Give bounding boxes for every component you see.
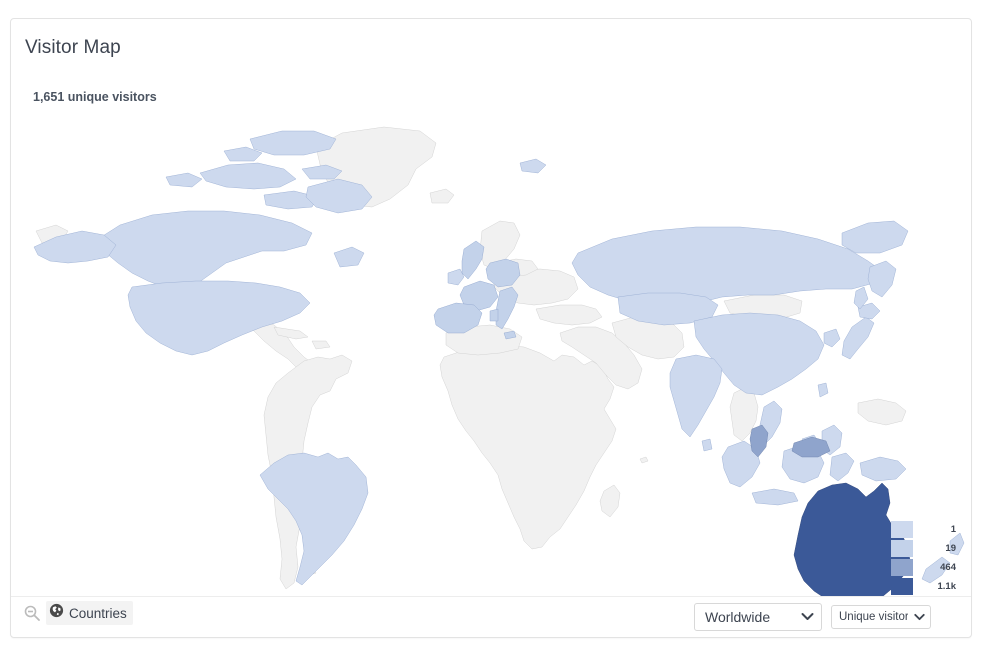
country-india[interactable] bbox=[670, 355, 722, 437]
country-canada-arctic-3[interactable] bbox=[264, 191, 318, 209]
legend-swatch-2 bbox=[891, 540, 913, 557]
world-map[interactable] bbox=[12, 111, 972, 598]
country-alaska[interactable] bbox=[34, 231, 116, 263]
country-sri-lanka[interactable] bbox=[702, 439, 712, 451]
metric-select[interactable]: Unique visitors bbox=[831, 605, 931, 629]
zoom-out-icon[interactable] bbox=[23, 604, 41, 622]
country-russia-east[interactable] bbox=[842, 221, 908, 253]
map-selects: Worldwide Unique visitors bbox=[694, 603, 931, 631]
countries-breadcrumb[interactable]: Countries bbox=[46, 601, 133, 625]
country-germany[interactable] bbox=[486, 259, 520, 287]
island-sakhalin[interactable] bbox=[854, 287, 868, 309]
country-iceland[interactable] bbox=[430, 189, 454, 203]
country-canada-arctic-2[interactable] bbox=[250, 131, 336, 155]
legend-row: 464 bbox=[891, 558, 959, 577]
legend-label-3: 464 bbox=[940, 562, 956, 573]
region-middle-east[interactable] bbox=[560, 327, 642, 389]
map-legend: 1 19 464 1.1k bbox=[891, 520, 959, 596]
country-indonesia-java[interactable] bbox=[752, 489, 798, 505]
country-canada-baffin[interactable] bbox=[306, 179, 372, 213]
country-russia[interactable] bbox=[572, 227, 882, 307]
legend-row: 1.1k bbox=[891, 577, 959, 596]
country-spain[interactable] bbox=[434, 303, 482, 333]
region-select-wrapper[interactable]: Worldwide bbox=[694, 603, 822, 631]
country-taiwan[interactable] bbox=[818, 383, 828, 397]
metric-select-wrapper[interactable]: Unique visitors bbox=[831, 605, 931, 629]
country-brazil[interactable] bbox=[260, 453, 368, 585]
globe-icon bbox=[49, 603, 64, 623]
legend-label-4: 1.1k bbox=[937, 581, 957, 592]
legend-row: 19 bbox=[891, 539, 959, 558]
country-canada-arctic-4[interactable] bbox=[224, 147, 262, 161]
country-italy[interactable] bbox=[496, 287, 518, 329]
country-sardinia[interactable] bbox=[490, 309, 498, 321]
country-malaysia-peninsular[interactable] bbox=[750, 425, 768, 457]
country-japan-hokkaido[interactable] bbox=[858, 303, 880, 319]
country-new-zealand-north[interactable] bbox=[950, 533, 964, 555]
country-canada-arctic-1[interactable] bbox=[200, 163, 296, 189]
country-united-kingdom[interactable] bbox=[462, 241, 484, 279]
country-indonesia-papua[interactable] bbox=[860, 457, 906, 481]
legend-label-1: 1 bbox=[950, 524, 956, 535]
zoom-controls: Countries bbox=[23, 601, 133, 625]
country-indonesia-sulawesi[interactable] bbox=[830, 453, 854, 481]
legend-label-2: 19 bbox=[945, 543, 956, 554]
countries-label: Countries bbox=[69, 605, 127, 621]
visitor-map-panel: Visitor Map 1,651 unique visitors bbox=[10, 18, 972, 638]
country-south-korea[interactable] bbox=[824, 329, 840, 347]
country-canada[interactable] bbox=[98, 211, 312, 289]
country-canada-newfoundland[interactable] bbox=[334, 247, 364, 267]
legend-swatch-4 bbox=[891, 578, 913, 595]
island-unnamed-2[interactable] bbox=[640, 457, 648, 463]
country-papua-new-guinea[interactable] bbox=[858, 399, 906, 425]
country-malaysia-borneo[interactable] bbox=[792, 437, 830, 457]
country-united-states[interactable] bbox=[128, 281, 310, 355]
country-hispaniola[interactable] bbox=[312, 341, 330, 349]
country-indonesia-sumatra[interactable] bbox=[722, 441, 760, 487]
country-south-america-other[interactable] bbox=[264, 355, 352, 589]
visitor-count-label: 1,651 unique visitors bbox=[33, 90, 157, 104]
country-sicily[interactable] bbox=[504, 331, 516, 339]
legend-row: 1 bbox=[891, 520, 959, 539]
map-footer-bar: Countries Worldwide Unique visitors bbox=[11, 596, 971, 637]
region-turkey-caucasus[interactable] bbox=[536, 305, 602, 325]
island-svalbard[interactable] bbox=[520, 159, 546, 173]
page-title: Visitor Map bbox=[25, 37, 121, 58]
continent-africa[interactable] bbox=[440, 345, 616, 549]
country-new-zealand-south[interactable] bbox=[922, 557, 950, 583]
country-canada-arctic-5[interactable] bbox=[302, 165, 342, 179]
country-cuba[interactable] bbox=[274, 327, 308, 339]
country-russia-kamchatka[interactable] bbox=[868, 261, 896, 297]
region-select[interactable]: Worldwide bbox=[694, 603, 822, 631]
world-map-svg[interactable] bbox=[12, 111, 972, 598]
country-france[interactable] bbox=[460, 281, 498, 311]
country-madagascar[interactable] bbox=[600, 485, 620, 517]
legend-swatch-3 bbox=[891, 559, 913, 576]
legend-swatch-1 bbox=[891, 521, 913, 538]
country-canada-arctic-6[interactable] bbox=[166, 173, 202, 187]
country-ireland[interactable] bbox=[448, 269, 464, 285]
country-japan[interactable] bbox=[842, 317, 874, 359]
